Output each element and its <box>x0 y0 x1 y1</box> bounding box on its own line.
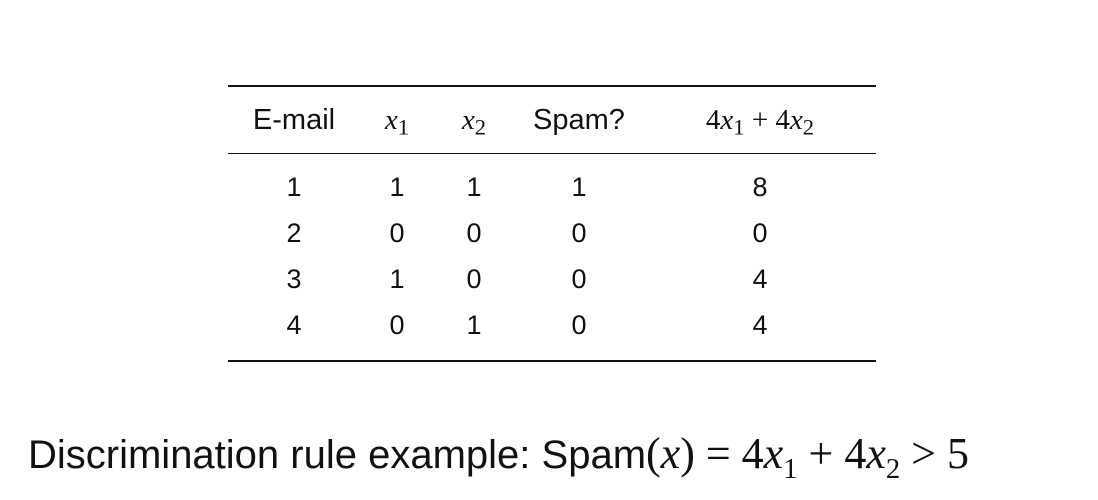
header-x1: x1 <box>384 103 410 140</box>
table-row: 2 0 0 0 0 <box>228 210 876 256</box>
cell-email: 2 <box>286 217 302 248</box>
cell-spam: 0 <box>571 263 587 294</box>
cell-x1: 1 <box>389 263 405 294</box>
header-email: E-mail <box>252 103 336 136</box>
cell-x1: 1 <box>389 171 405 202</box>
cell-x2: 1 <box>466 171 482 202</box>
table-row: 3 1 0 0 4 <box>228 256 876 302</box>
cell-x2: 0 <box>466 263 482 294</box>
table-header-row: E-mail x1 x2 Spam? 4x1 + 4x2 <box>228 86 876 154</box>
spam-data-table: E-mail x1 x2 Spam? 4x1 + 4x2 1 1 1 1 8 2… <box>228 85 876 362</box>
caption-function-name: Spam <box>541 433 647 477</box>
discrimination-rule-caption: Discrimination rule example: Spam(x) = 4… <box>28 424 969 485</box>
cell-x1: 0 <box>389 217 405 248</box>
cell-score: 4 <box>752 309 768 340</box>
cell-x2: 1 <box>466 309 482 340</box>
header-spam: Spam? <box>533 103 625 136</box>
cell-email: 4 <box>286 309 302 340</box>
cell-score: 4 <box>752 263 768 294</box>
cell-x2: 0 <box>466 217 482 248</box>
table-row: 4 0 1 0 4 <box>228 302 876 361</box>
cell-x1: 0 <box>389 309 405 340</box>
caption-formula: (x) = 4x1 + 4x2 > 5 <box>646 429 969 485</box>
cell-spam: 1 <box>571 171 587 202</box>
cell-spam: 0 <box>571 217 587 248</box>
cell-score: 0 <box>752 217 768 248</box>
header-score: 4x1 + 4x2 <box>705 103 815 140</box>
table-row: 1 1 1 1 8 <box>228 154 876 211</box>
cell-spam: 0 <box>571 309 587 340</box>
cell-score: 8 <box>752 171 768 202</box>
cell-email: 3 <box>286 263 302 294</box>
header-x2: x2 <box>461 103 487 140</box>
data-table-container: E-mail x1 x2 Spam? 4x1 + 4x2 1 1 1 1 8 2… <box>228 85 876 362</box>
cell-email: 1 <box>286 171 302 202</box>
caption-prefix: Discrimination rule example: <box>28 433 542 477</box>
